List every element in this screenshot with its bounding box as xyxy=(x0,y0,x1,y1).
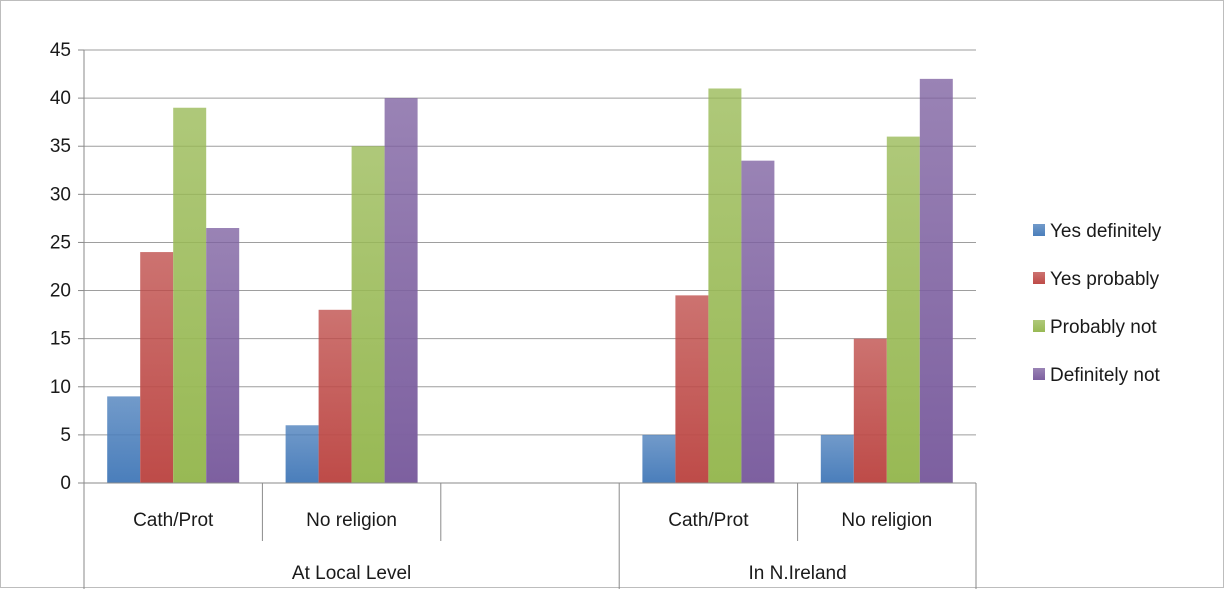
y-tick-label: 10 xyxy=(50,377,71,398)
legend-swatch xyxy=(1033,224,1045,236)
legend: Yes definitely Yes probably Probably not De… xyxy=(1033,221,1162,386)
bar-yes-probably xyxy=(853,338,887,483)
bar-probably-not xyxy=(886,136,920,483)
bar-definitely-not xyxy=(384,98,418,483)
bar-yes-probably xyxy=(675,295,709,483)
bar-yes-definitely xyxy=(285,425,319,483)
bar-yes-definitely xyxy=(107,396,141,483)
bar-yes-definitely xyxy=(820,434,854,483)
y-tick-label: 20 xyxy=(50,281,71,302)
y-tick-label: 0 xyxy=(60,473,71,494)
legend-label: Probably not xyxy=(1050,317,1157,338)
x-category-label: No religion xyxy=(841,510,932,531)
y-tick-label: 40 xyxy=(50,88,71,109)
y-tick-label: 35 xyxy=(50,136,71,157)
x-group-label: In N.Ireland xyxy=(748,563,846,584)
bar-yes-definitely xyxy=(642,434,676,483)
x-category-label: No religion xyxy=(306,510,397,531)
bar-definitely-not xyxy=(206,228,240,483)
y-tick-label: 45 xyxy=(50,40,71,61)
legend-label: Yes probably xyxy=(1050,269,1160,290)
legend-label: Definitely not xyxy=(1050,365,1161,386)
bar-probably-not xyxy=(708,88,742,483)
bar-definitely-not xyxy=(741,160,775,483)
x-category-label: Cath/Prot xyxy=(133,510,214,531)
x-group-label: At Local Level xyxy=(292,563,411,584)
legend-swatch xyxy=(1033,272,1045,284)
y-tick-label: 5 xyxy=(60,425,71,446)
x-axis: Cath/Prot No religion Cath/Prot No religion… xyxy=(83,482,977,589)
y-tick-label: 25 xyxy=(50,232,71,253)
y-tick-label: 15 xyxy=(50,329,71,350)
x-category-label: Cath/Prot xyxy=(668,510,749,531)
bar-probably-not xyxy=(351,146,385,483)
y-tick-label: 30 xyxy=(50,184,71,205)
bars xyxy=(107,78,953,483)
legend-swatch xyxy=(1033,320,1045,332)
bar-probably-not xyxy=(173,107,207,483)
legend-label: Yes definitely xyxy=(1050,221,1162,242)
legend-swatch xyxy=(1033,368,1045,380)
bar-definitely-not xyxy=(919,78,953,483)
y-axis: 0 5 10 15 20 25 30 35 40 45 xyxy=(50,40,85,494)
bar-yes-probably xyxy=(318,309,352,483)
bar-yes-probably xyxy=(140,252,174,483)
